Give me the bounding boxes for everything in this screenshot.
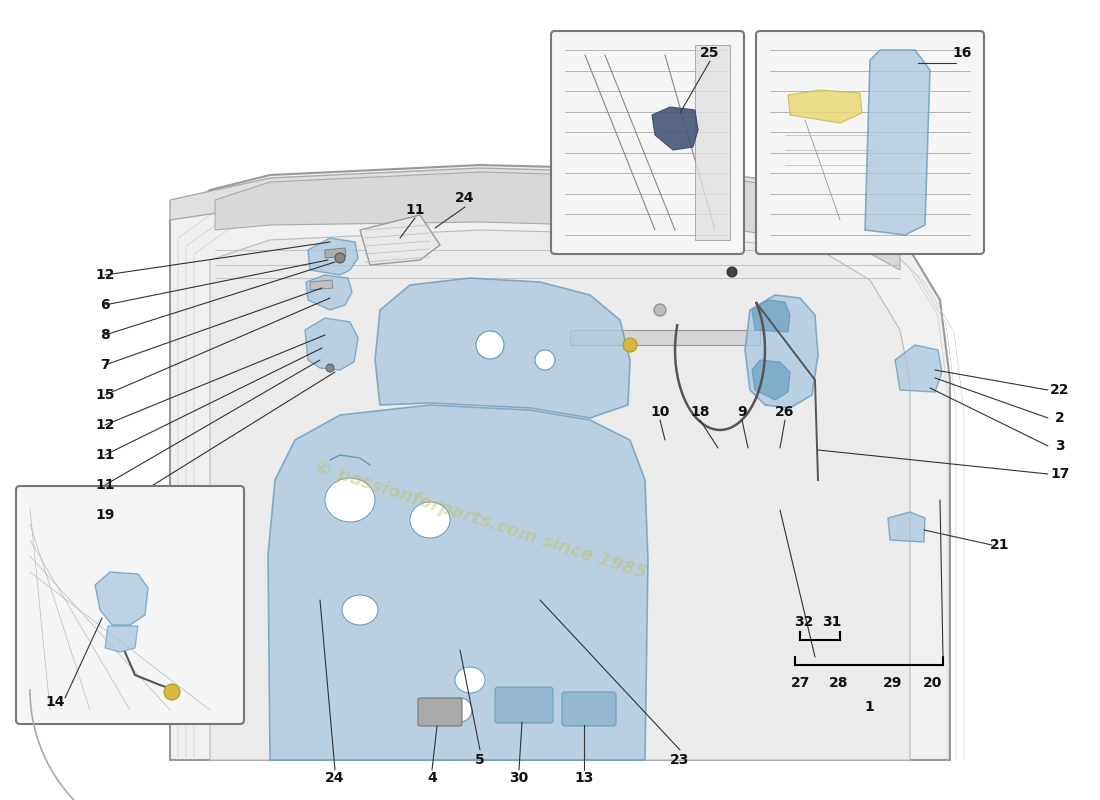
Polygon shape — [570, 330, 760, 345]
Text: 1: 1 — [865, 700, 873, 714]
Ellipse shape — [324, 478, 375, 522]
Text: 12: 12 — [96, 418, 114, 432]
Text: 15: 15 — [96, 388, 114, 402]
Polygon shape — [214, 172, 900, 270]
Polygon shape — [324, 248, 346, 258]
Text: 20: 20 — [923, 676, 943, 690]
Polygon shape — [308, 238, 358, 275]
Text: 8: 8 — [100, 328, 110, 342]
Circle shape — [448, 698, 472, 722]
Polygon shape — [695, 45, 730, 240]
Circle shape — [326, 364, 334, 372]
Polygon shape — [895, 345, 942, 392]
Text: 24: 24 — [326, 771, 344, 785]
Text: 24: 24 — [455, 191, 475, 205]
FancyBboxPatch shape — [495, 687, 553, 723]
Text: 32: 32 — [794, 615, 814, 629]
Polygon shape — [170, 165, 950, 760]
Text: 29: 29 — [883, 676, 903, 690]
Text: 9: 9 — [737, 405, 747, 419]
Text: 18: 18 — [691, 405, 710, 419]
FancyBboxPatch shape — [418, 698, 462, 726]
Circle shape — [535, 350, 556, 370]
Text: 17: 17 — [1050, 467, 1069, 481]
Text: 25: 25 — [701, 46, 719, 60]
Text: 16: 16 — [953, 46, 971, 60]
Ellipse shape — [410, 502, 450, 538]
Polygon shape — [170, 168, 910, 242]
Text: 2: 2 — [1055, 411, 1065, 425]
Circle shape — [164, 684, 180, 700]
Text: 3: 3 — [1055, 439, 1065, 453]
Text: 6: 6 — [100, 298, 110, 312]
Polygon shape — [360, 215, 440, 265]
Ellipse shape — [455, 667, 485, 693]
Text: 4: 4 — [427, 771, 437, 785]
Polygon shape — [865, 50, 930, 235]
Text: 22: 22 — [1050, 383, 1069, 397]
Text: 26: 26 — [776, 405, 794, 419]
Polygon shape — [95, 572, 148, 625]
FancyBboxPatch shape — [551, 31, 744, 254]
Polygon shape — [788, 90, 862, 123]
FancyBboxPatch shape — [16, 486, 244, 724]
Text: 12: 12 — [96, 268, 114, 282]
Text: 11: 11 — [405, 203, 425, 217]
FancyBboxPatch shape — [562, 692, 616, 726]
Polygon shape — [752, 300, 790, 332]
Polygon shape — [268, 405, 648, 760]
Circle shape — [476, 331, 504, 359]
Text: 23: 23 — [670, 753, 690, 767]
Text: © passionforparts.com since 1985: © passionforparts.com since 1985 — [311, 458, 648, 582]
Polygon shape — [652, 107, 698, 150]
Circle shape — [336, 253, 345, 263]
Text: 31: 31 — [823, 615, 842, 629]
Circle shape — [654, 304, 666, 316]
Text: 19: 19 — [96, 508, 114, 522]
Text: 13: 13 — [574, 771, 594, 785]
Text: 30: 30 — [509, 771, 529, 785]
Text: 10: 10 — [650, 405, 670, 419]
Polygon shape — [305, 318, 358, 370]
Polygon shape — [310, 280, 333, 290]
Polygon shape — [375, 278, 630, 418]
Text: 5: 5 — [475, 753, 485, 767]
Text: 21: 21 — [990, 538, 1010, 552]
Text: 14: 14 — [45, 695, 65, 709]
FancyBboxPatch shape — [756, 31, 984, 254]
Text: 7: 7 — [100, 358, 110, 372]
Text: 27: 27 — [791, 676, 811, 690]
Polygon shape — [104, 626, 138, 652]
Polygon shape — [752, 360, 790, 400]
Ellipse shape — [342, 595, 378, 625]
Circle shape — [727, 267, 737, 277]
Polygon shape — [210, 230, 910, 760]
Text: 28: 28 — [829, 676, 849, 690]
Text: 11: 11 — [96, 478, 114, 492]
Circle shape — [623, 338, 637, 352]
Polygon shape — [745, 295, 818, 408]
Polygon shape — [888, 512, 925, 542]
Text: 11: 11 — [96, 448, 114, 462]
Polygon shape — [306, 275, 352, 310]
